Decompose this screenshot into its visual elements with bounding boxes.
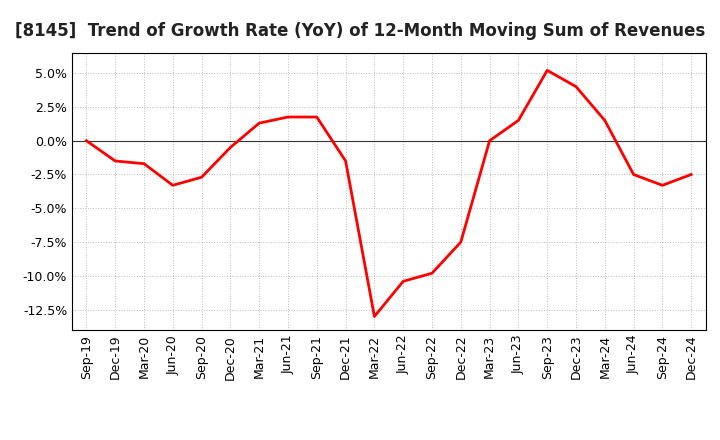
Text: [8145]  Trend of Growth Rate (YoY) of 12-Month Moving Sum of Revenues: [8145] Trend of Growth Rate (YoY) of 12-… [15, 22, 705, 40]
